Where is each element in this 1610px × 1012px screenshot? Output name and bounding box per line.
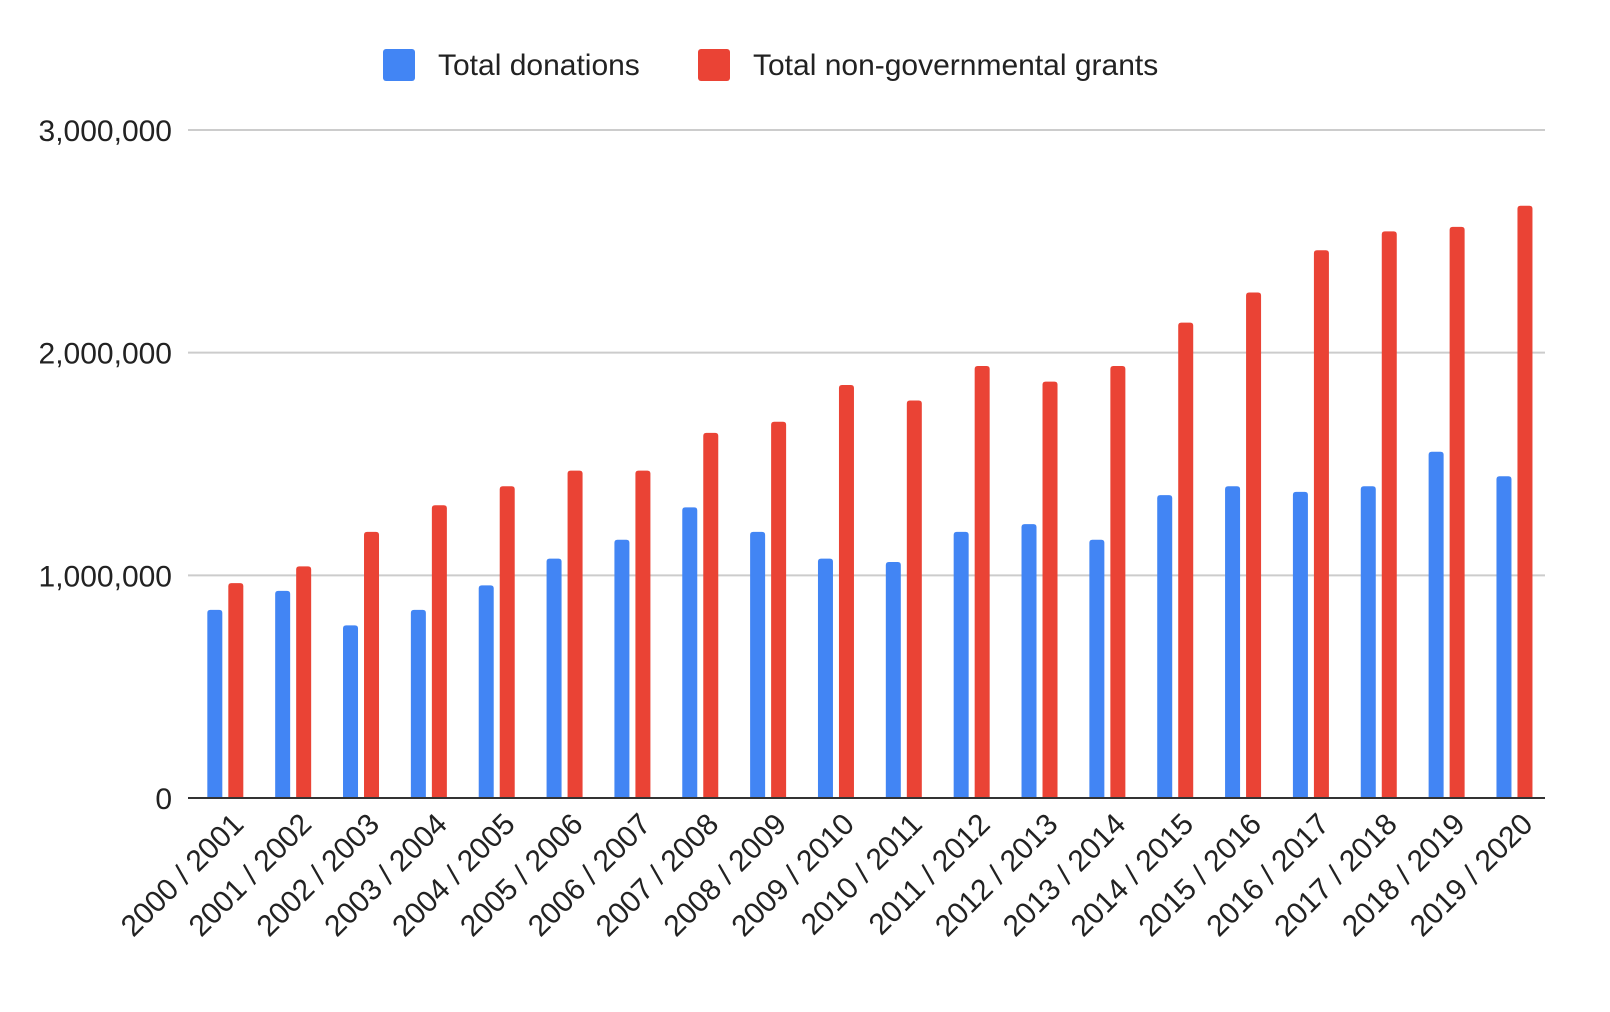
legend-swatch-0 <box>383 49 415 81</box>
bar-donations-9 <box>817 558 833 798</box>
bar-donations-16 <box>1292 491 1308 798</box>
bar-grants-17 <box>1381 231 1397 798</box>
bar-donations-14 <box>1157 495 1173 798</box>
bar-donations-7 <box>682 507 698 798</box>
bar-donations-12 <box>1021 524 1037 798</box>
bar-donations-3 <box>410 609 426 798</box>
y-tick-label: 3,000,000 <box>39 115 172 148</box>
bar-grants-18 <box>1449 226 1465 799</box>
bar-donations-13 <box>1089 539 1105 798</box>
legend-swatch-1 <box>698 49 730 81</box>
bar-grants-19 <box>1517 205 1533 798</box>
bar-grants-0 <box>228 583 244 798</box>
bar-grants-1 <box>296 566 312 798</box>
legend-label-1: Total non-governmental grants <box>753 49 1158 82</box>
bar-donations-0 <box>207 609 223 798</box>
bar-donations-11 <box>953 531 969 798</box>
bar-grants-14 <box>1178 322 1194 798</box>
bar-grants-10 <box>906 400 922 798</box>
bar-grants-6 <box>635 470 651 798</box>
y-tick-label: 1,000,000 <box>39 560 172 593</box>
bar-grants-3 <box>431 505 447 798</box>
bar-grants-15 <box>1246 292 1262 798</box>
bar-grants-5 <box>567 470 583 798</box>
bar-donations-10 <box>885 561 901 798</box>
bar-grants-9 <box>838 384 854 798</box>
bar-donations-19 <box>1496 476 1512 798</box>
bar-donations-2 <box>343 625 359 798</box>
bar-donations-8 <box>750 531 766 798</box>
bar-grants-8 <box>771 421 787 798</box>
bar-grants-11 <box>974 366 990 798</box>
bar-donations-17 <box>1360 486 1376 798</box>
bar-donations-1 <box>275 590 291 798</box>
bar-donations-5 <box>546 558 562 798</box>
bar-grants-7 <box>703 432 719 798</box>
bar-grants-16 <box>1313 250 1329 799</box>
bar-donations-15 <box>1225 486 1241 798</box>
bar-grants-2 <box>364 531 380 798</box>
legend-label-0: Total donations <box>438 49 640 82</box>
y-tick-label: 2,000,000 <box>39 338 172 371</box>
y-tick-label: 0 <box>155 783 172 816</box>
bar-donations-18 <box>1428 451 1444 798</box>
bar-grants-13 <box>1110 366 1126 798</box>
bar-grants-4 <box>499 486 515 798</box>
bar-donations-6 <box>614 539 630 798</box>
bar-donations-4 <box>478 585 494 798</box>
bar-grants-12 <box>1042 381 1058 798</box>
